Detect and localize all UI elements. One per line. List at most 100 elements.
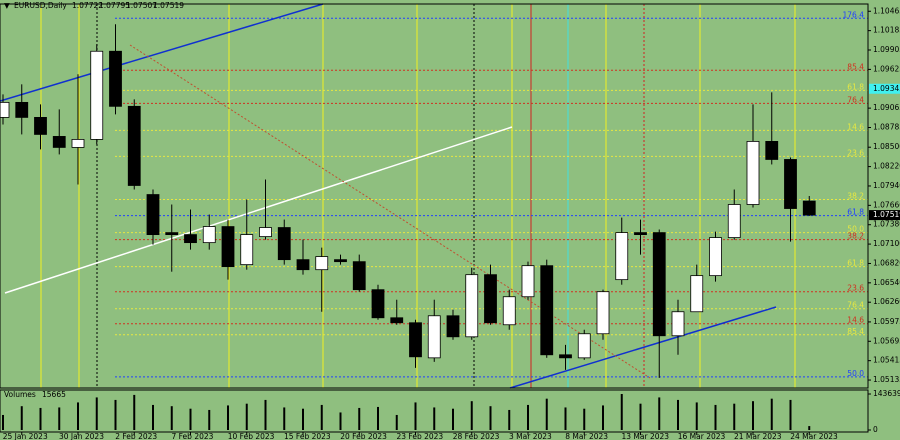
level-label: 61.8 — [847, 82, 864, 91]
candle-body — [446, 315, 460, 338]
highlight-box — [869, 83, 900, 94]
level-label: 14.6 — [847, 316, 864, 325]
y-tick-label: 1.07940 — [873, 181, 900, 190]
candle-body — [559, 354, 572, 359]
x-tick-label: 25 Jan 2023 — [3, 432, 48, 440]
trendlines — [0, 3, 777, 389]
level-label: 176.4 — [843, 10, 865, 19]
header-low: 1.07507 — [126, 1, 157, 10]
y-tick-label: 1.06820 — [873, 258, 900, 267]
candle-body — [371, 289, 385, 319]
candle-body — [577, 333, 591, 359]
y-tick-label: 1.09065 — [873, 103, 900, 112]
x-tick-label: 21 Mar 2023 — [734, 432, 782, 440]
candle-body — [521, 265, 535, 298]
x-tick-label: 2 Feb 2023 — [115, 432, 157, 440]
candle-body — [90, 50, 104, 140]
level-label: 14.6 — [847, 122, 864, 131]
x-tick-label: 15 Feb 2023 — [284, 432, 331, 440]
header-open: 1.07722 — [72, 1, 103, 10]
x-tick-label: 3 Mar 2023 — [509, 432, 552, 440]
level-label: 50.0 — [847, 225, 864, 234]
header-close: 1.07519 — [153, 1, 184, 10]
highlight-label: 1.09345 — [873, 84, 900, 93]
x-tick-label: 20 Feb 2023 — [340, 432, 387, 440]
candle-body — [52, 136, 66, 148]
candle-body — [727, 204, 741, 238]
level-label: 76.4 — [847, 301, 864, 310]
volume-tick-label: 0 — [873, 425, 878, 434]
y-tick-label: 1.05415 — [873, 356, 900, 365]
candle-body — [0, 101, 10, 118]
y-tick-label: 1.08500 — [873, 142, 900, 151]
x-tick-label: 10 Feb 2023 — [228, 432, 275, 440]
candle-body — [652, 232, 666, 337]
candle-body — [390, 317, 404, 324]
y-tick-label: 1.10465 — [873, 6, 900, 15]
candle-body — [334, 259, 347, 263]
candle-body — [427, 315, 441, 359]
y-tick-label: 1.05975 — [873, 317, 900, 326]
candle-body — [784, 159, 797, 209]
candle-body — [34, 117, 47, 135]
level-label: 38.2 — [847, 192, 864, 201]
volume-label: Volumes — [4, 390, 36, 399]
volume-last: 15665 — [42, 390, 66, 399]
candle-body — [315, 256, 329, 271]
candle-body — [709, 237, 722, 277]
candle-body — [465, 274, 479, 338]
symbol: EURUSD,Daily — [14, 1, 67, 10]
candle-body — [746, 141, 760, 205]
y-tick-label: 1.07660 — [873, 200, 900, 209]
y-tick-label: 1.07100 — [873, 239, 900, 248]
levels: 176.485.461.876.414.623.638.261.850.038.… — [115, 10, 868, 378]
candle-body — [690, 275, 704, 313]
candle-body — [165, 232, 179, 236]
x-tick-label: 8 Mar 2023 — [565, 432, 608, 440]
candle-body — [634, 232, 647, 236]
volume-frame — [0, 389, 869, 433]
candle-body — [352, 261, 366, 291]
candle-body — [484, 274, 497, 324]
y-tick-label: 1.08220 — [873, 162, 900, 171]
candle-body — [202, 226, 216, 244]
candle-body — [127, 105, 141, 186]
x-tick-label: 7 Feb 2023 — [172, 432, 214, 440]
candle-body — [221, 226, 235, 268]
candle-body — [540, 265, 554, 356]
x-tick-label: 23 Feb 2023 — [397, 432, 444, 440]
y-tick-label: 1.07380 — [873, 220, 900, 229]
candle-body — [671, 311, 685, 337]
level-label: 23.6 — [847, 284, 864, 293]
candles — [0, 24, 816, 378]
level-label: 61.8 — [847, 208, 864, 217]
level-label: 85.4 — [847, 62, 864, 71]
level-label: 85.4 — [847, 327, 864, 336]
y-tick-label: 1.09625 — [873, 64, 900, 73]
volume-tick-label: 143639 — [873, 389, 900, 398]
candle-body — [146, 194, 160, 236]
candle-body — [296, 259, 310, 271]
x-tick-label: 13 Mar 2023 — [622, 432, 670, 440]
price-box — [869, 210, 900, 221]
header-high: 1.07795 — [99, 1, 130, 10]
x-tick-label: 16 Mar 2023 — [678, 432, 726, 440]
candle-body — [502, 296, 516, 326]
x-tick-label: 24 Mar 2023 — [790, 432, 838, 440]
candle-body — [596, 291, 610, 335]
header-arrow: ▼ — [4, 1, 10, 10]
candle-body — [184, 234, 197, 244]
y-tick-label: 1.05695 — [873, 336, 900, 345]
y-tick-label: 1.08785 — [873, 123, 900, 132]
level-label: 50.0 — [847, 369, 864, 378]
candle-body — [109, 50, 122, 107]
candle-body — [71, 139, 85, 148]
x-tick-label: 30 Jan 2023 — [59, 432, 104, 440]
y-tick-label: 1.06540 — [873, 278, 900, 287]
candle-body — [240, 234, 254, 266]
candle-body — [802, 200, 816, 216]
y-tick-label: 1.05135 — [873, 375, 900, 384]
candle-body — [765, 141, 779, 160]
plot-frame — [0, 3, 869, 389]
